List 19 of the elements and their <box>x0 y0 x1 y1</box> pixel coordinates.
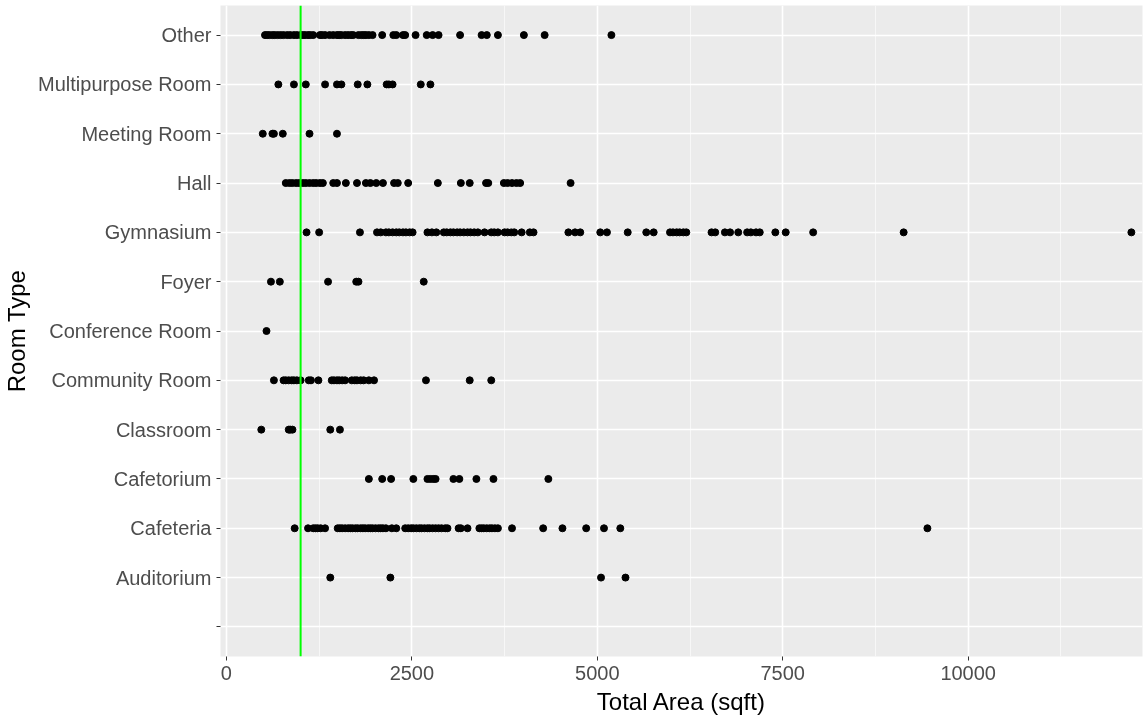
y-tick-label: Cafeteria <box>130 517 213 540</box>
y-tick-label: Conference Room <box>49 320 212 342</box>
y-tick-label: Foyer <box>160 270 212 293</box>
y-tick-label: Gymnasium <box>104 221 212 244</box>
x-tick-label: 2500 <box>389 661 435 684</box>
y-tick-label: Classroom <box>115 418 212 441</box>
x-tick-label: 0 <box>220 661 232 684</box>
x-tick-label: 7500 <box>760 661 805 684</box>
y-axis-title: Room Type <box>3 270 31 393</box>
y-tick-label: Meeting Room <box>81 122 212 145</box>
y-tick-label: Multipurpose Room <box>38 73 212 96</box>
x-axis-title: Total Area (sqft) <box>596 687 765 715</box>
y-tick-label: Auditorium <box>115 566 212 589</box>
x-tick-label: 5000 <box>575 661 620 684</box>
y-tick-label: Hall <box>177 172 212 195</box>
y-tick-label: Cafetorium <box>113 467 212 490</box>
y-tick-label: Other <box>161 24 212 47</box>
x-tick-label: 10000 <box>940 661 997 684</box>
y-tick-label: Community Room <box>51 369 212 392</box>
